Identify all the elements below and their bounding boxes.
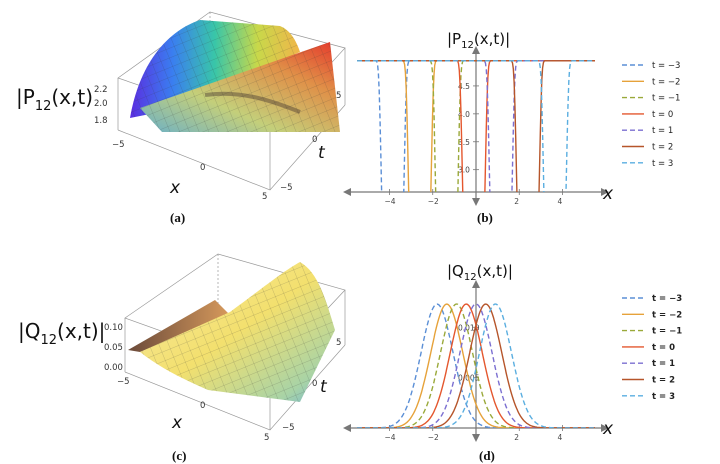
panel-c-xtick: −5	[117, 377, 130, 387]
panel-c-label: (c)	[172, 448, 186, 463]
panel-d-legend-label: t = 1	[652, 359, 675, 369]
panel-a-t-name: t	[318, 143, 326, 163]
panel-a-shadow	[204, 91, 301, 114]
panel-d-series-line	[357, 303, 595, 428]
panel-c-ztick: 0.00	[104, 363, 123, 373]
panel-a: |P12(x,t) 2.2 2.0 1.8 −5 0 5 5 0 −5 x t …	[16, 11, 346, 225]
panel-c-xtick: 5	[264, 433, 269, 443]
panel-b-y-arrow-down	[472, 198, 480, 206]
panel-c-surface-side	[128, 300, 230, 352]
panel-a-label: (a)	[170, 210, 185, 225]
panel-d-y-arrow-down	[472, 434, 480, 442]
panel-a-xtick: 5	[262, 192, 267, 202]
panel-d-legend: t = −3 t = −2 t = −1 t = 0 t = 1 t = 2 t = 3	[622, 294, 682, 402]
panel-d-xtick-label: −4	[384, 433, 395, 442]
panel-b-legend-label: t = 3	[652, 159, 673, 169]
panel-a-ztick: 1.8	[94, 116, 108, 126]
panel-d-legend-label: t = −3	[652, 294, 682, 304]
panel-d-title: |Q12(x,t)|	[447, 262, 513, 283]
panel-c-ttick: 0	[312, 379, 317, 389]
panel-b-xtick-label: −2	[428, 197, 439, 206]
panel-a-ttick: 0	[312, 135, 317, 145]
panel-d-x-arrow-right	[601, 424, 609, 432]
panel-a-zlabel: |P12(x,t)	[16, 85, 93, 114]
panel-c-ttick: −5	[282, 423, 295, 433]
panel-d-legend-label: t = 0	[652, 343, 675, 353]
panel-a-ztick: 2.2	[94, 85, 108, 95]
panel-b-legend-label: t = −1	[652, 94, 680, 104]
panel-b-xtick-label: 2	[514, 197, 519, 206]
panel-c: |Q12(x,t)| 0.10 0.05 0.00 −5 0 5 5 0 −5 …	[18, 253, 346, 463]
panel-c-x-name: x	[171, 413, 183, 433]
panel-b-x-arrow-right	[601, 188, 609, 196]
panel-b-xtick-label: 4	[558, 197, 563, 206]
panel-d-y-arrow-up	[472, 280, 480, 288]
panel-b-label: (b)	[477, 210, 493, 225]
panel-d-series-line	[357, 303, 595, 428]
panel-d-xtick-label: −2	[428, 433, 439, 442]
panel-b-plot: −4 −2 2 4 3.0 3.5 4.0 4.5	[343, 46, 609, 206]
panel-b-title: |P12(x,t)|	[447, 30, 510, 51]
panel-b-legend: t = −3 t = −2 t = −1 t = 0 t = 1 t = 2 t = 3	[622, 61, 680, 169]
panel-a-xtick: 0	[200, 163, 205, 173]
panel-a-ttick: −5	[280, 183, 293, 193]
panel-b-x-arrow-left	[343, 188, 351, 196]
panel-b-ytick-label: 3.0	[458, 166, 470, 175]
panel-d-ytick-label: 0.010	[458, 323, 480, 332]
panel-b-x-name: x	[602, 184, 614, 204]
panel-a-ztick: 2.0	[94, 99, 108, 109]
panel-b-legend-label: t = 1	[652, 126, 673, 136]
panel-d-xtick-label: 4	[558, 433, 563, 442]
panel-a-xtick: −5	[112, 140, 125, 150]
panel-c-mesh	[140, 262, 335, 402]
panel-b-ytick-label: 4.0	[458, 110, 470, 119]
panel-d-x-name: x	[602, 419, 614, 439]
panel-b-legend-label: t = 2	[652, 143, 673, 153]
panel-c-ztick: 0.05	[104, 343, 123, 353]
panel-d-legend-label: t = 3	[652, 392, 675, 402]
panel-b-y-arrow-up	[472, 46, 480, 54]
panel-c-zlabel: |Q12(x,t)|	[18, 319, 105, 348]
panel-c-ztick: 0.10	[104, 323, 123, 333]
panel-b-legend-label: t = −2	[652, 77, 680, 87]
panel-d-x-arrow-left	[343, 424, 351, 432]
panel-a-mesh-front	[140, 42, 340, 132]
panel-d-legend-label: t = −2	[652, 310, 682, 320]
panel-d-legend-label: t = −1	[652, 327, 682, 337]
panel-d-series-line	[357, 303, 595, 428]
panel-b-ytick-label: 4.5	[458, 82, 470, 91]
panel-d-legend-label: t = 2	[652, 376, 675, 386]
panel-d-xtick-label: 2	[514, 433, 519, 442]
panel-a-mesh-back	[130, 20, 300, 118]
panel-b: |P12(x,t)| −4 −2 2 4 3.0 3.5 4.0 4.5 x (b) t = …	[343, 30, 680, 225]
panel-b-legend-label: t = −3	[652, 61, 680, 71]
panel-c-xtick: 0	[200, 401, 205, 411]
panel-b-xtick-label: −4	[384, 197, 395, 206]
panel-c-ttick: 5	[336, 338, 341, 348]
panel-b-series-line	[357, 60, 595, 192]
panel-b-legend-label: t = 0	[652, 110, 673, 120]
panel-a-x-name: x	[169, 178, 181, 198]
panel-b-ytick-label: 3.5	[458, 138, 470, 147]
panel-d-series-line	[357, 303, 595, 428]
panel-a-ttick: 5	[336, 91, 341, 101]
panel-d-label: (d)	[479, 448, 495, 463]
panel-c-t-name: t	[320, 377, 328, 397]
